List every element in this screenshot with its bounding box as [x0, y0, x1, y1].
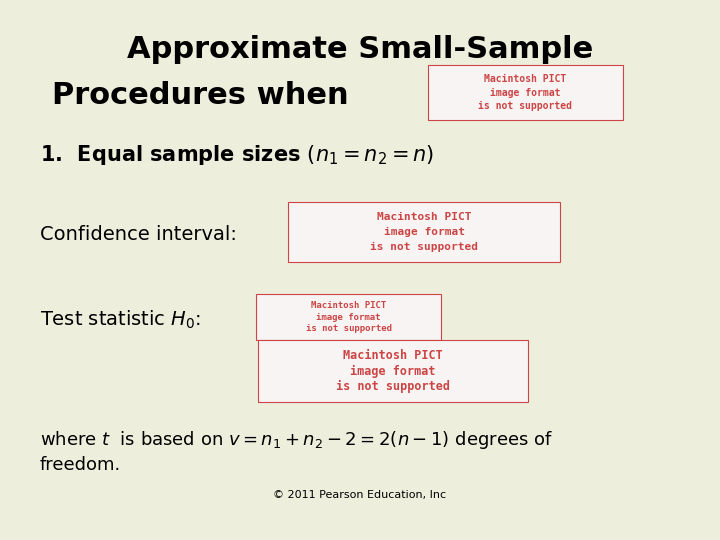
Text: is not supported: is not supported: [336, 380, 450, 393]
FancyBboxPatch shape: [288, 202, 560, 262]
Text: freedom.: freedom.: [40, 456, 121, 474]
Text: is not supported: is not supported: [479, 101, 572, 111]
FancyBboxPatch shape: [428, 65, 623, 120]
Text: © 2011 Pearson Education, Inc: © 2011 Pearson Education, Inc: [274, 490, 446, 500]
Text: Approximate Small-Sample: Approximate Small-Sample: [127, 36, 593, 64]
Text: image format: image format: [384, 227, 464, 237]
Text: image format: image format: [316, 313, 381, 321]
Text: where $t$  is based on $v = n_1 + n_2 - 2 = 2(n - 1)$ degrees of: where $t$ is based on $v = n_1 + n_2 - 2…: [40, 429, 553, 451]
Text: Confidence interval:: Confidence interval:: [40, 226, 237, 245]
FancyBboxPatch shape: [258, 340, 528, 402]
Text: is not supported: is not supported: [305, 324, 392, 333]
Text: Procedures when: Procedures when: [52, 80, 348, 110]
Text: is not supported: is not supported: [370, 242, 478, 252]
Text: Test statistic $H_0$:: Test statistic $H_0$:: [40, 309, 201, 331]
Text: Macintosh PICT: Macintosh PICT: [343, 349, 443, 362]
Text: image format: image format: [490, 87, 561, 98]
Text: Macintosh PICT: Macintosh PICT: [311, 301, 386, 310]
Text: Macintosh PICT: Macintosh PICT: [485, 74, 567, 84]
Text: image format: image format: [350, 364, 436, 377]
Text: 1.  Equal sample sizes $(n_1 = n_2 = n)$: 1. Equal sample sizes $(n_1 = n_2 = n)$: [40, 143, 434, 167]
Text: Macintosh PICT: Macintosh PICT: [377, 212, 472, 222]
FancyBboxPatch shape: [256, 294, 441, 340]
